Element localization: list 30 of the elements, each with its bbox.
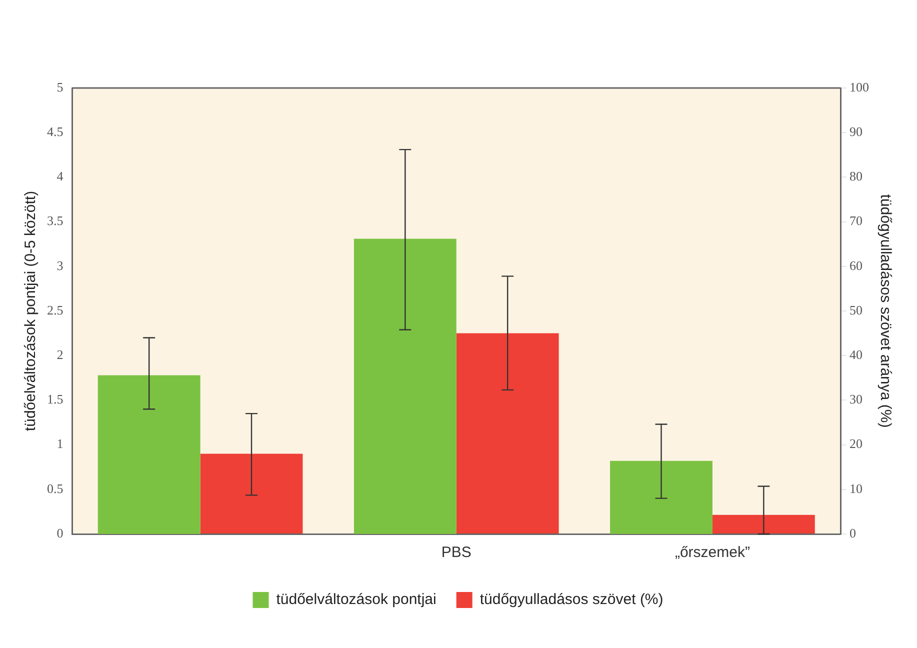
y2-axis-title: tüdőgyulladásos szövet aránya (%)	[876, 194, 894, 428]
y2-tick-label: 80	[850, 168, 862, 184]
legend-label: tüdőgyulladásos szövet (%)	[480, 591, 664, 608]
y2-tick-label: 90	[850, 124, 862, 140]
y-tick-label: 3.5	[47, 213, 64, 228]
y2-tick-label: 50	[850, 302, 862, 318]
y-tick-label: 1.5	[47, 392, 64, 407]
y-tick-label: 2	[56, 347, 64, 362]
y-tick-label: 5	[56, 79, 64, 94]
y-tick-label: 4	[56, 168, 64, 184]
y-tick-label: 4.5	[47, 124, 64, 140]
y-tick-label: 1	[56, 436, 64, 452]
y-tick-label: 2.5	[47, 302, 64, 318]
y2-tick-label: 70	[850, 213, 862, 228]
y2-tick-label: 30	[850, 392, 862, 407]
y-axis-title: tüdőelváltozások pontjai (0-5 között)	[22, 190, 40, 432]
y2-tick-label: 100	[850, 79, 869, 94]
y2-tick-label: 0	[850, 525, 856, 540]
bar	[610, 460, 712, 534]
legend-label: tüdőelváltozások pontjai	[276, 591, 436, 608]
x-tick-label: „őrszemek”	[674, 544, 750, 562]
y-tick-label: 0.5	[47, 480, 64, 496]
y2-tick-label: 60	[850, 258, 862, 273]
y2-tick-label: 20	[850, 436, 862, 452]
y-tick-label: 3	[56, 258, 64, 273]
x-tick-label: PBS	[441, 544, 472, 562]
y-tick-label: 0	[56, 525, 64, 540]
y2-tick-label: 40	[850, 347, 862, 362]
bar	[712, 514, 815, 534]
y2-tick-label: 10	[850, 480, 862, 496]
